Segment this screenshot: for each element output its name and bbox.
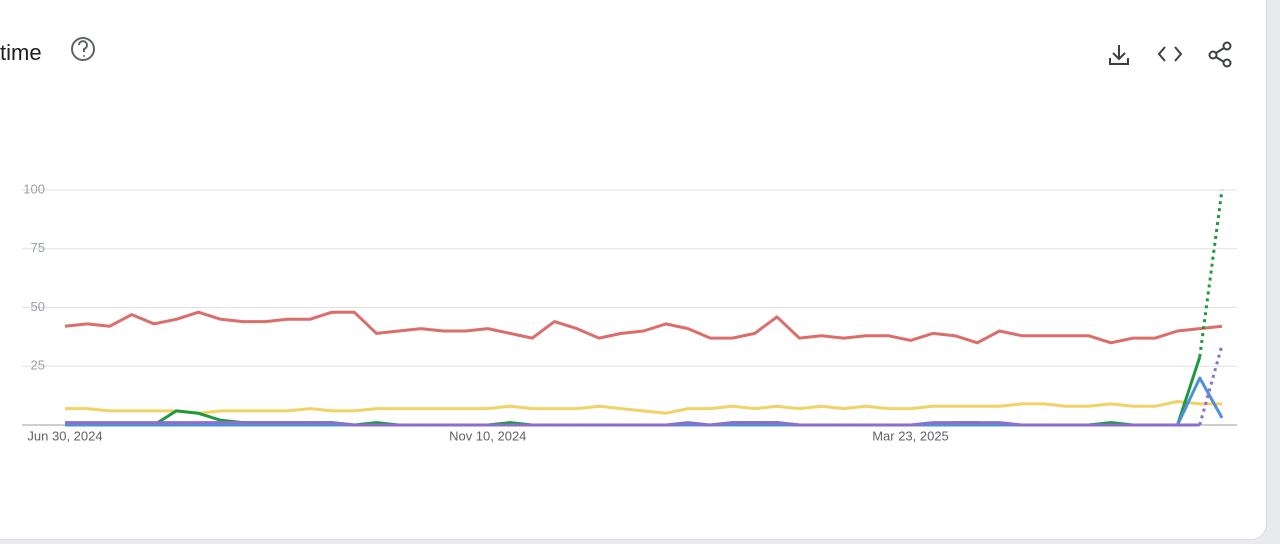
series-line (65, 421, 1200, 427)
y-tick-label: 75 (31, 240, 45, 255)
download-icon[interactable] (1109, 45, 1129, 65)
help-icon[interactable] (71, 37, 95, 61)
y-tick-label: 100 (23, 181, 45, 196)
series-line (65, 376, 1224, 427)
x-tick-label: Mar 23, 2025 (872, 428, 949, 443)
y-tick-label: 50 (31, 299, 45, 314)
share-icon[interactable] (1208, 41, 1232, 68)
series-line (64, 310, 1223, 345)
embed-icon[interactable] (1157, 46, 1183, 62)
chart-title: time (0, 40, 42, 65)
x-tick-label: Jun 30, 2024 (27, 428, 102, 443)
partial-line (1198, 189, 1224, 358)
y-tick-label: 25 (31, 358, 45, 373)
series-line (65, 356, 1202, 427)
series-line (65, 400, 1222, 415)
x-tick-label: Nov 10, 2024 (449, 428, 526, 443)
chart: time 25 50 75 100 Jun 30, 2024 Nov 10, 2024 Ma… (0, 37, 1237, 443)
